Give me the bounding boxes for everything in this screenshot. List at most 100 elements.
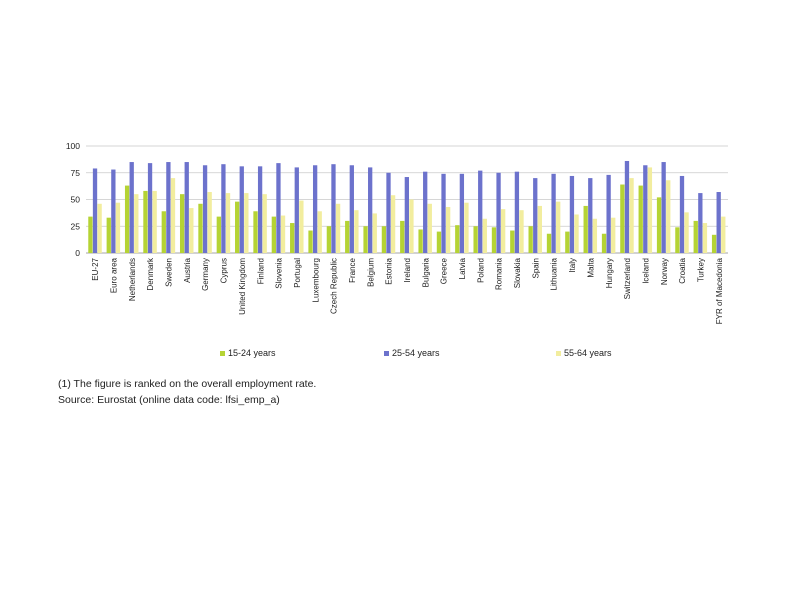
x-tick-label: Estonia <box>385 257 394 284</box>
bar-0-15 <box>363 226 368 253</box>
bar-1-13 <box>331 164 336 253</box>
legend-swatch-15-24 <box>220 350 225 356</box>
bar-1-26 <box>569 175 575 253</box>
chart-legend: 15-24 years 25-54 years 55-64 years <box>220 348 660 362</box>
bar-1-7 <box>221 164 226 253</box>
bar-1-32 <box>679 175 685 253</box>
bar-1-12 <box>312 165 318 253</box>
legend-item-15-24: 15-24 years <box>220 348 276 358</box>
x-tick-label: Latvia <box>458 257 467 279</box>
bar-1-19 <box>441 173 446 253</box>
bar-0-14 <box>345 220 350 253</box>
bar-1-5 <box>184 162 189 253</box>
x-tick-label: Germany <box>201 258 210 291</box>
y-tick-label: 0 <box>75 248 80 258</box>
x-tick-label: France <box>348 257 357 282</box>
bar-2-30 <box>647 167 653 253</box>
x-tick-label: Romania <box>495 257 504 290</box>
bar-2-31 <box>666 180 671 253</box>
bar-1-30 <box>643 165 648 253</box>
x-tick-label: Turkey <box>696 258 705 282</box>
bar-0-28 <box>601 233 607 253</box>
x-tick-label: Lithuania <box>550 257 559 290</box>
bar-1-6 <box>202 165 208 253</box>
bar-1-24 <box>533 178 538 253</box>
bar-1-17 <box>404 177 409 253</box>
bar-2-28 <box>611 217 616 253</box>
legend-label-15-24: 15-24 years <box>228 348 276 358</box>
bar-0-24 <box>528 226 533 253</box>
x-tick-label: Finland <box>256 258 265 284</box>
x-tick-label: EU-27 <box>91 257 100 280</box>
bar-1-27 <box>588 178 593 253</box>
x-tick-label: Malta <box>586 257 595 277</box>
x-tick-label: Czech Republic <box>330 258 339 314</box>
bar-2-11 <box>299 200 304 253</box>
x-tick-label: Austria <box>183 257 192 282</box>
x-tick-label: Bulgaria <box>421 257 430 287</box>
bar-2-32 <box>684 212 689 253</box>
bar-1-9 <box>257 166 263 253</box>
chart-notes: (1) The figure is ranked on the overall … <box>58 376 316 408</box>
bar-0-16 <box>381 226 387 253</box>
bar-1-15 <box>368 167 373 253</box>
x-tick-label: Luxembourg <box>311 258 320 302</box>
bar-1-21 <box>478 170 483 253</box>
bar-0-32 <box>675 227 680 253</box>
bar-0-13 <box>326 226 332 253</box>
bar-0-18 <box>418 229 423 253</box>
bar-1-14 <box>349 165 354 253</box>
bar-1-10 <box>276 163 281 253</box>
bar-0-22 <box>491 227 497 253</box>
bar-2-3 <box>152 190 157 253</box>
legend-item-25-54: 25-54 years <box>384 348 440 358</box>
bar-2-12 <box>317 211 322 253</box>
bar-0-17 <box>400 220 405 253</box>
x-tick-label: Croatia <box>678 257 687 283</box>
bar-0-19 <box>436 231 442 253</box>
x-tick-label: United Kingdom <box>238 258 247 315</box>
bar-1-33 <box>698 193 703 253</box>
bar-0-0 <box>88 216 93 253</box>
bar-2-7 <box>225 193 231 253</box>
bar-1-18 <box>423 171 428 253</box>
x-tick-label: Cyprus <box>220 258 229 283</box>
bar-2-13 <box>335 203 341 253</box>
bar-0-21 <box>473 226 478 253</box>
bar-1-29 <box>624 160 630 253</box>
bar-1-8 <box>239 166 244 253</box>
bar-1-2 <box>129 162 134 253</box>
x-tick-label: Belgium <box>366 258 375 287</box>
bar-0-11 <box>290 223 295 253</box>
bar-0-3 <box>143 190 148 253</box>
bar-2-1 <box>115 202 121 253</box>
bar-2-27 <box>592 218 598 253</box>
x-tick-label: Denmark <box>146 257 155 290</box>
x-tick-label: Euro area <box>110 257 119 293</box>
bar-2-10 <box>280 215 286 253</box>
bar-0-25 <box>546 233 552 253</box>
x-tick-label: Netherlands <box>128 258 137 301</box>
bar-0-9 <box>253 211 258 253</box>
bar-2-0 <box>97 203 102 253</box>
bar-2-5 <box>189 208 194 253</box>
bar-1-31 <box>661 162 666 253</box>
legend-label-25-54: 25-54 years <box>392 348 440 358</box>
bar-2-17 <box>409 199 414 253</box>
bar-0-6 <box>198 203 203 253</box>
bar-2-20 <box>464 202 469 253</box>
y-tick-label: 25 <box>71 221 81 231</box>
bar-0-8 <box>235 201 240 253</box>
bar-2-15 <box>372 213 377 253</box>
x-tick-label: Spain <box>531 258 540 278</box>
bar-0-4 <box>161 211 166 253</box>
bar-0-2 <box>124 185 130 253</box>
bar-1-4 <box>166 162 171 253</box>
bar-0-30 <box>638 185 643 253</box>
bar-2-25 <box>556 201 561 253</box>
bar-0-29 <box>620 184 625 253</box>
bar-1-22 <box>496 172 501 253</box>
bar-2-34 <box>721 216 726 253</box>
bar-0-10 <box>271 216 276 253</box>
